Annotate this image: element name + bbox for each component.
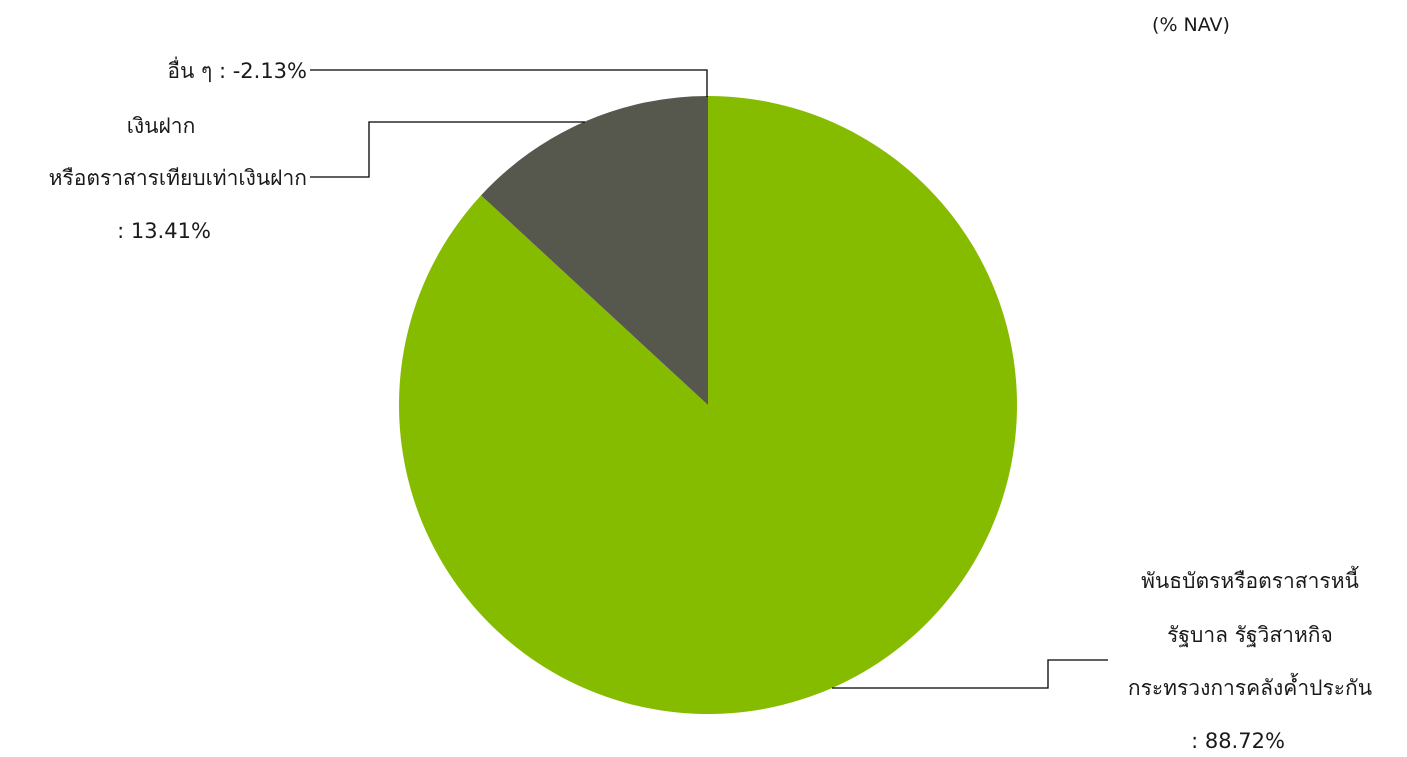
leader-lines (310, 69, 1108, 689)
pie-slice-deposits (481, 96, 708, 405)
unit-label: (% NAV) (1152, 14, 1230, 36)
slice-label-others: อื่น ๆ : -2.13% (167, 56, 307, 83)
slice-label-government-bonds-value: : 88.72% (1191, 729, 1285, 753)
slice-label-government-bonds-line-2: รัฐบาล รัฐวิสาหกิจ (1167, 623, 1333, 647)
leader-line-others (310, 69, 708, 97)
pie-slice-government-bonds (398, 96, 1017, 714)
pie-slices (398, 96, 1017, 714)
slice-label-deposits-line-2: หรือตราสารเทียบเท่าเงินฝาก (49, 166, 307, 190)
slice-label-government-bonds-line-3: กระทรวงการคลังค้ำประกัน (1128, 673, 1372, 700)
slice-label-government-bonds-line-1: พันธบัตรหรือตราสารหนี้ (1141, 566, 1359, 593)
slice-label-deposits: เงินฝาก หรือตราสารเทียบเท่าเงินฝาก : 13.… (49, 114, 307, 243)
slice-label-deposits-line-1: เงินฝาก (127, 114, 196, 138)
slice-label-government-bonds: พันธบัตรหรือตราสารหนี้ รัฐบาล รัฐวิสาหกิ… (1128, 566, 1372, 753)
slice-label-deposits-value: : 13.41% (117, 219, 211, 243)
leader-line-government-bonds (832, 659, 1108, 689)
leader-line-deposits (310, 121, 585, 178)
